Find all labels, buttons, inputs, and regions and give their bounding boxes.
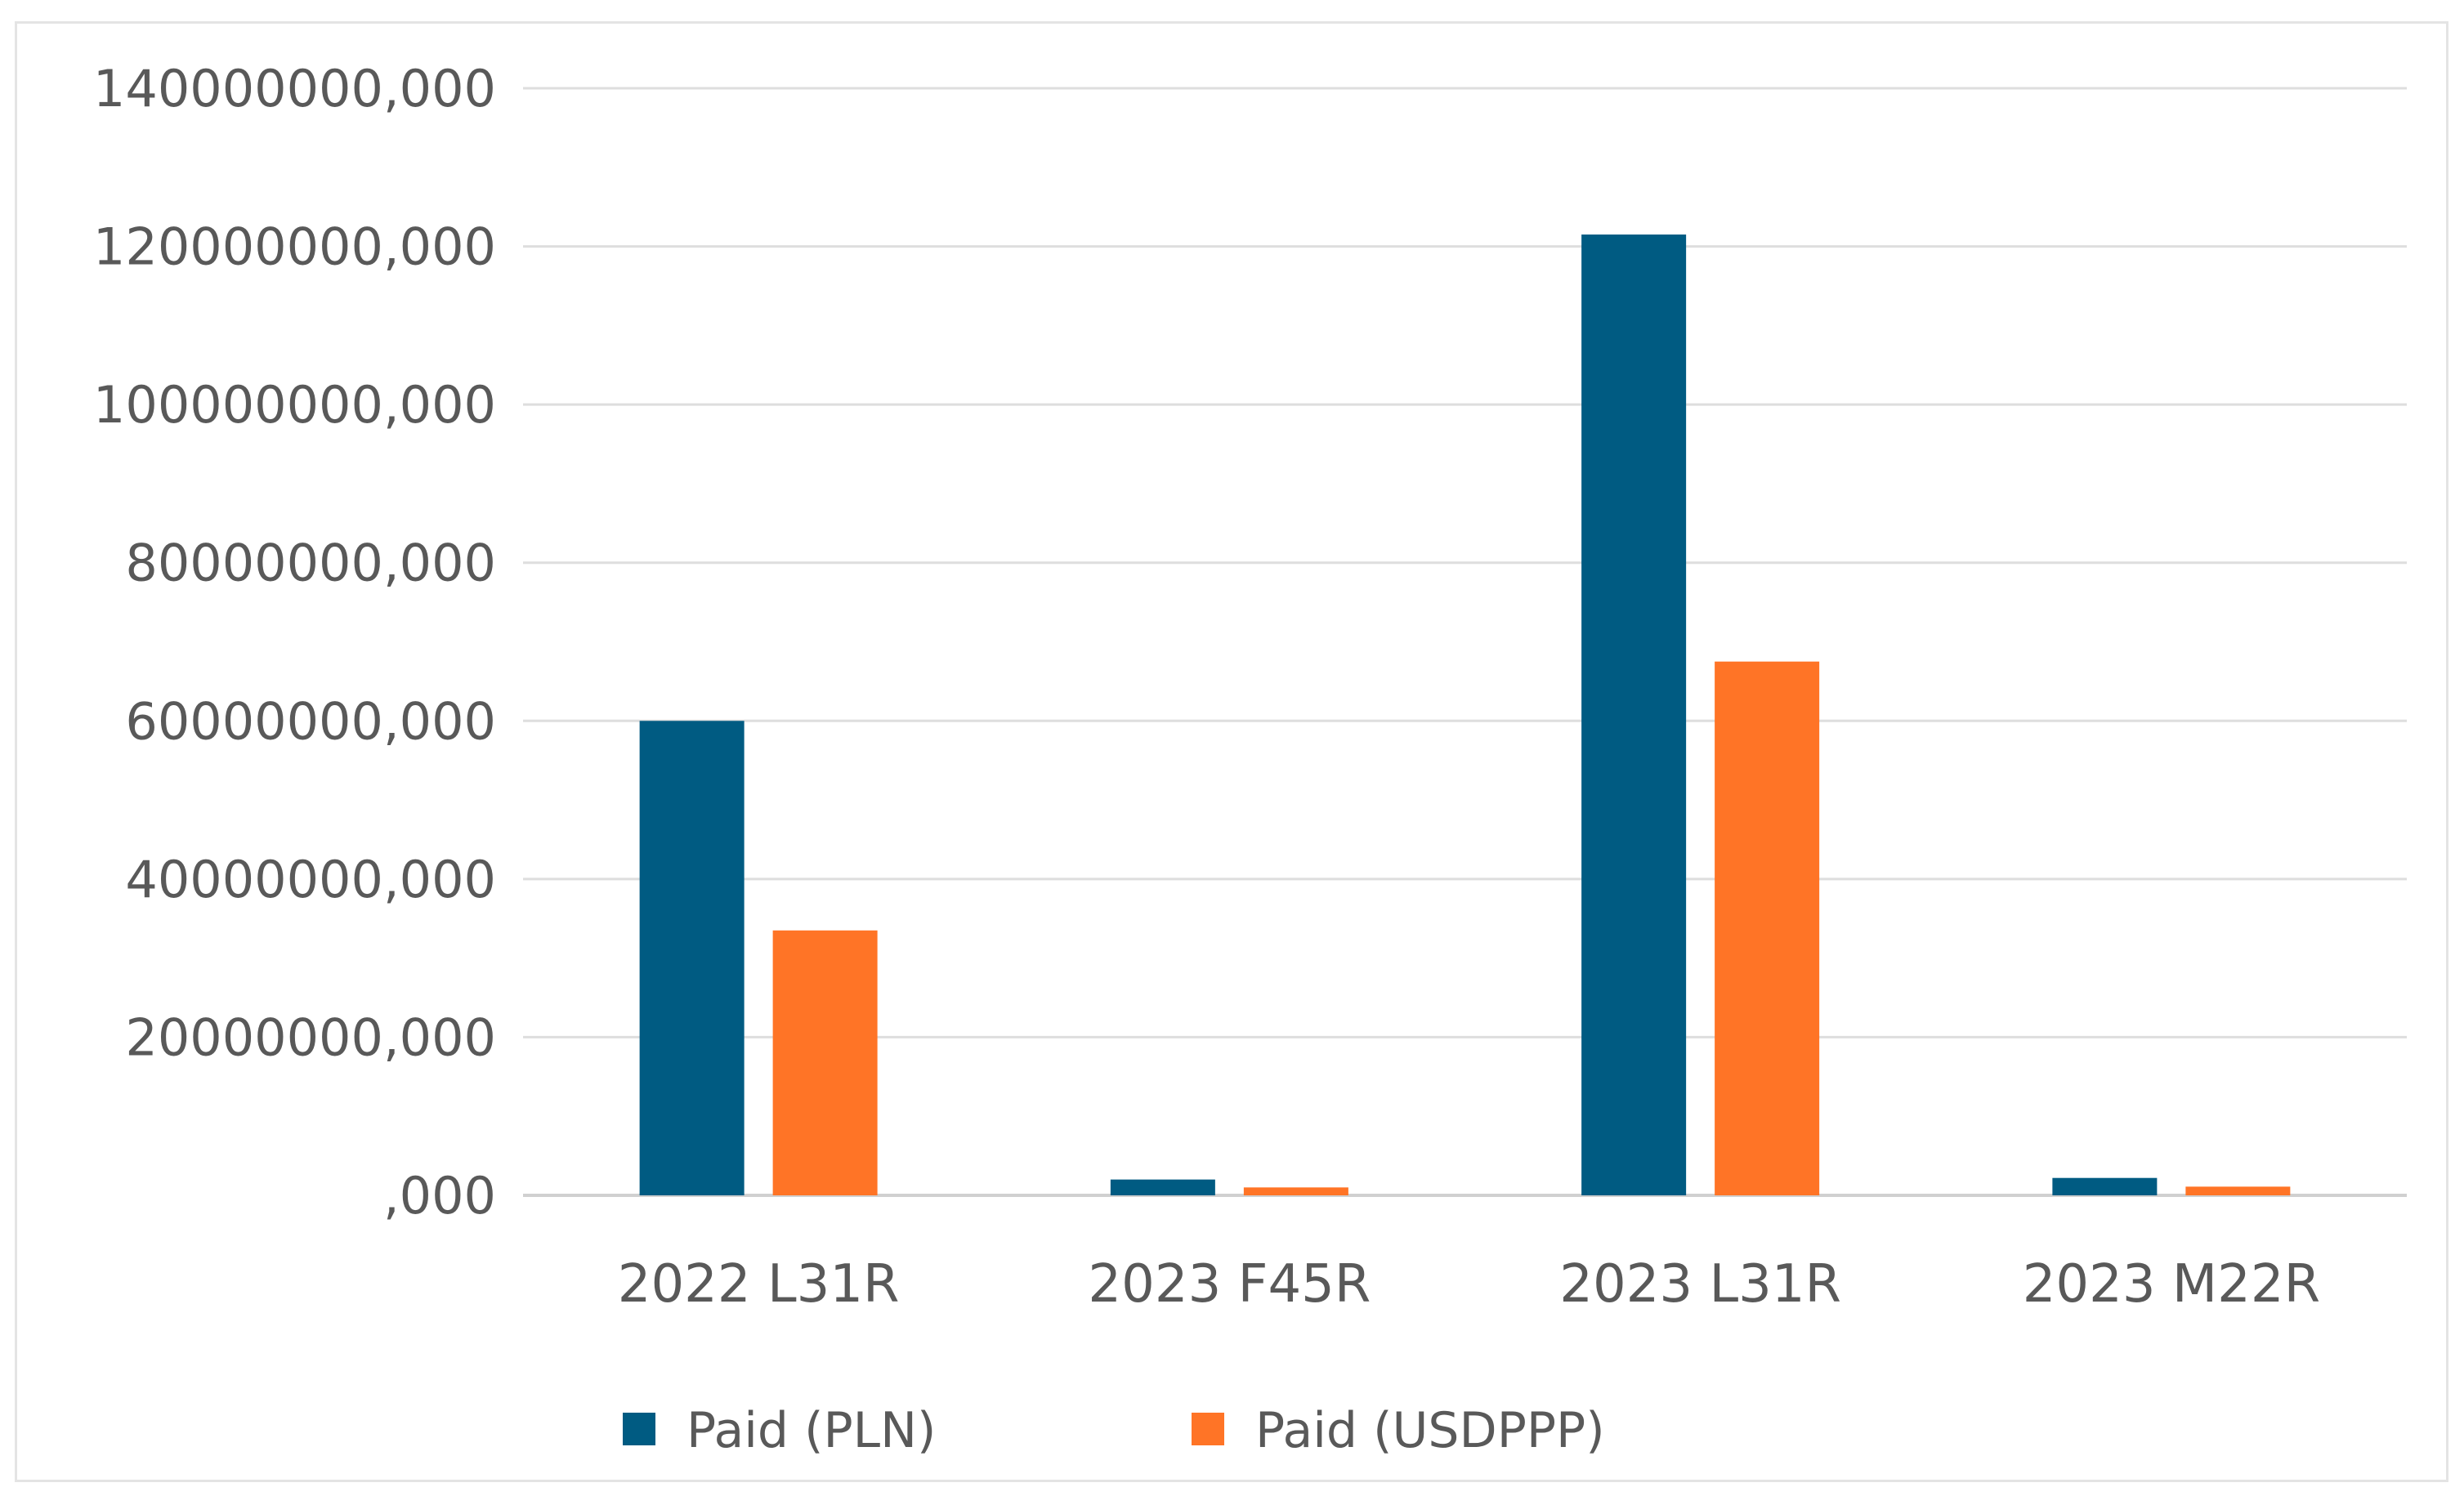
y-tick-label: 40000000,000: [125, 850, 496, 909]
bar-paid-usdppp-1: [1243, 1187, 1348, 1195]
x-category-label: 2023 L31R: [1559, 1254, 1841, 1315]
y-tick-label: 80000000,000: [125, 534, 496, 593]
bar-paid-pln-1: [1110, 1179, 1215, 1195]
legend-swatch: [623, 1413, 655, 1445]
bar-paid-pln-0: [639, 721, 745, 1195]
bars: [639, 234, 2291, 1195]
bar-paid-pln-2: [1581, 234, 1687, 1195]
bar-paid-pln-3: [2052, 1177, 2158, 1195]
bar-paid-usdppp-3: [2185, 1186, 2291, 1195]
legend-item: Paid (PLN): [623, 1402, 936, 1459]
y-axis-ticks: ,000 20000000,000 40000000,000 60000000,000…: [93, 59, 496, 1226]
x-category-label: 2023 F45R: [1088, 1254, 1371, 1315]
legend-label: Paid (PLN): [686, 1402, 936, 1459]
legend-swatch: [1192, 1413, 1224, 1445]
y-tick-label: 120000000,000: [93, 217, 496, 277]
legend-label: Paid (USDPPP): [1255, 1402, 1605, 1459]
y-tick-label: ,000: [383, 1166, 496, 1226]
legend-item: Paid (USDPPP): [1192, 1402, 1605, 1459]
x-category-label: 2022 L31R: [618, 1254, 900, 1315]
bar-paid-usdppp-0: [772, 930, 878, 1195]
y-tick-label: 140000000,000: [93, 59, 496, 118]
bar-paid-usdppp-2: [1715, 661, 1820, 1195]
x-category-label: 2023 M22R: [2023, 1254, 2320, 1315]
y-tick-label: 100000000,000: [93, 375, 496, 435]
y-tick-label: 20000000,000: [125, 1007, 496, 1067]
chart-frame: [15, 21, 2448, 1482]
x-axis-categories: 2022 L31R 2023 F45R 2023 L31R 2023 M22R: [618, 1254, 2320, 1315]
legend: Paid (PLN) Paid (USDPPP): [623, 1402, 1605, 1459]
y-tick-label: 60000000,000: [125, 691, 496, 751]
